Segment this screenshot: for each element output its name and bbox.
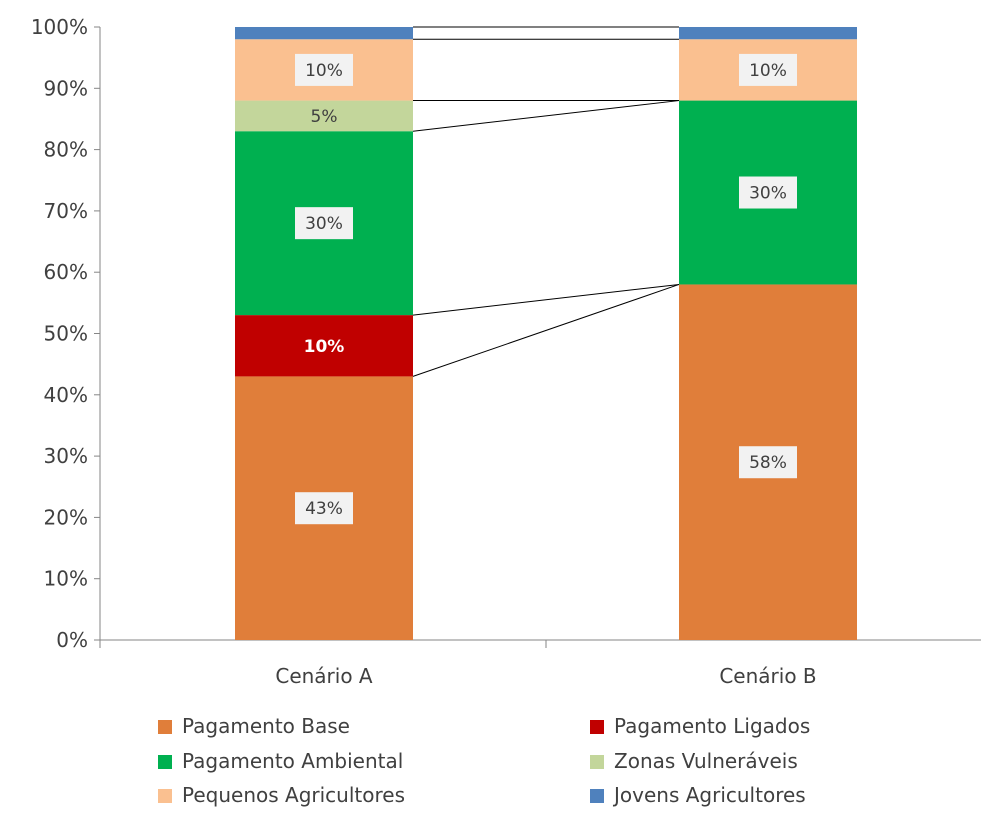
connector-lines-group <box>412 26 680 377</box>
data-label-pagamento-ligados-cenario-a: 10% <box>304 337 345 357</box>
bar-segment-jovens-agricultores-cenario-a <box>235 27 413 40</box>
series-connector-line-pagamento-base <box>412 283 680 377</box>
legend-swatch-pequenos-agricultores <box>158 789 172 803</box>
series-connector-line-pagamento-ambiental <box>412 100 680 132</box>
data-labels-group: 43% 58% 10% 30% 30% 5% 10% 10% <box>295 53 797 525</box>
data-label-box <box>739 176 797 209</box>
legend-swatch-pagamento-ligados <box>590 720 604 734</box>
legend-label-pagamento-ligados: Pagamento Ligados <box>614 714 810 738</box>
y-tick-label: 70% <box>44 199 88 223</box>
data-label-pequenos-agricultores-cenario-a: 10% <box>305 61 343 81</box>
legend-label-pequenos-agricultores: Pequenos Agricultores <box>182 783 405 807</box>
y-tick-label: 60% <box>44 260 88 284</box>
y-tick-label: 80% <box>44 138 88 162</box>
bar-segment-jovens-agricultores-cenario-b <box>679 27 857 40</box>
legend-swatch-jovens-agricultores <box>590 789 604 803</box>
y-tick-label: 50% <box>44 322 88 346</box>
series-connector-line-pagamento-ligados <box>412 283 680 316</box>
legend-group: Pagamento Base Pagamento Ligados Pagamento… <box>158 714 810 807</box>
data-label-pagamento-base-cenario-b: 58% <box>749 453 787 473</box>
data-label-box <box>295 492 353 525</box>
data-label-zonas-vulneraveis-cenario-a: 5% <box>311 107 338 127</box>
bar-segment-zonas-vulneraveis-cenario-a <box>235 100 413 132</box>
bar-segment-pagamento-ligados-cenario-a <box>235 315 413 377</box>
y-tick-label: 40% <box>44 383 88 407</box>
data-label-box <box>295 207 353 240</box>
y-tick-label: 0% <box>56 628 88 652</box>
data-label-box <box>295 53 353 86</box>
y-tick-label: 20% <box>44 505 88 529</box>
legend-label-jovens-agricultores: Jovens Agricultores <box>612 783 806 807</box>
legend-label-pagamento-ambiental: Pagamento Ambiental <box>182 749 403 773</box>
legend-swatch-pagamento-ambiental <box>158 755 172 769</box>
data-label-pequenos-agricultores-cenario-b: 10% <box>749 61 787 81</box>
x-category-label-cenario-a: Cenário A <box>275 664 373 688</box>
y-tick-label: 100% <box>31 15 88 39</box>
y-tick-label: 30% <box>44 444 88 468</box>
data-label-pagamento-ambiental-cenario-b: 30% <box>749 184 787 204</box>
axes-group: 0% 10% 20% 30% 40% 50% 60% 70% 80% 90% 100% Cenário… <box>31 15 981 688</box>
data-label-box <box>739 53 797 86</box>
y-tick-label: 90% <box>44 76 88 100</box>
legend-label-pagamento-base: Pagamento Base <box>182 714 350 738</box>
data-label-box <box>739 446 797 479</box>
data-label-pagamento-base-cenario-a: 43% <box>305 499 343 519</box>
legend-swatch-pagamento-base <box>158 720 172 734</box>
data-label-pagamento-ambiental-cenario-a: 30% <box>305 214 343 234</box>
y-tick-label: 10% <box>44 567 88 591</box>
bars-group <box>235 27 857 640</box>
legend-label-zonas-vulneraveis: Zonas Vulneráveis <box>614 749 798 773</box>
x-category-label-cenario-b: Cenário B <box>719 664 816 688</box>
legend-swatch-zonas-vulneraveis <box>590 755 604 769</box>
